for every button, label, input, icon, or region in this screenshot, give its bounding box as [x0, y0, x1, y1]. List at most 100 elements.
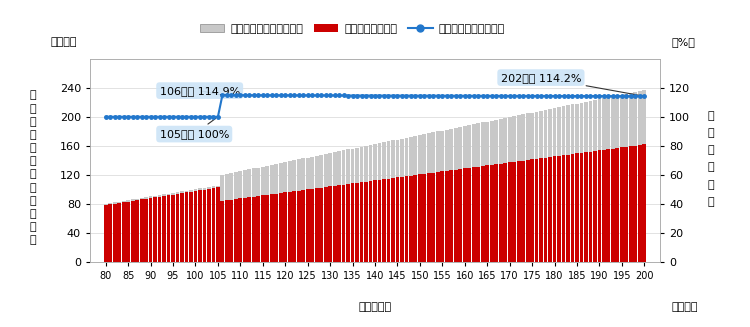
- Bar: [481, 166, 484, 262]
- Bar: [117, 201, 121, 203]
- Bar: [189, 192, 193, 262]
- Text: 負: 負: [708, 162, 715, 172]
- Bar: [634, 92, 638, 146]
- Bar: [202, 190, 206, 262]
- Bar: [292, 191, 296, 262]
- Bar: [130, 199, 134, 201]
- Bar: [575, 153, 579, 262]
- Text: 保: 保: [30, 209, 36, 219]
- Bar: [364, 181, 368, 262]
- Bar: [144, 199, 148, 262]
- Bar: [427, 133, 430, 173]
- Bar: [593, 100, 597, 151]
- Text: 険: 険: [30, 222, 36, 232]
- Bar: [225, 200, 229, 262]
- Bar: [472, 167, 476, 262]
- Bar: [445, 171, 448, 262]
- Bar: [238, 198, 242, 262]
- Bar: [436, 131, 439, 172]
- Bar: [310, 157, 314, 189]
- Bar: [234, 199, 238, 262]
- Bar: [112, 202, 116, 204]
- Bar: [252, 168, 256, 197]
- Bar: [368, 181, 373, 262]
- Bar: [184, 191, 188, 192]
- Bar: [162, 194, 166, 196]
- Bar: [431, 132, 435, 173]
- Bar: [297, 191, 301, 262]
- Bar: [261, 195, 265, 262]
- Bar: [440, 130, 444, 171]
- Bar: [598, 150, 602, 262]
- Bar: [112, 204, 116, 262]
- Bar: [386, 141, 390, 179]
- Text: り: り: [30, 117, 36, 127]
- Bar: [320, 155, 323, 188]
- Bar: [602, 98, 606, 150]
- Bar: [616, 148, 620, 262]
- Text: （万円）: （万円）: [50, 37, 76, 47]
- Text: 105万円 100%: 105万円 100%: [160, 118, 229, 139]
- Bar: [243, 198, 247, 262]
- Bar: [409, 176, 413, 262]
- Bar: [400, 177, 404, 262]
- Bar: [243, 170, 247, 198]
- Bar: [256, 167, 260, 196]
- Bar: [553, 108, 556, 156]
- Bar: [207, 187, 211, 189]
- Bar: [266, 166, 269, 195]
- Bar: [171, 195, 175, 262]
- Bar: [194, 189, 197, 191]
- Bar: [338, 185, 341, 262]
- Text: 税: 税: [30, 156, 36, 166]
- Text: （万円）: （万円）: [671, 302, 698, 312]
- Bar: [220, 175, 224, 201]
- Text: 会: 会: [30, 196, 36, 206]
- Text: ・: ・: [30, 169, 36, 180]
- Bar: [274, 164, 278, 194]
- Bar: [476, 166, 480, 262]
- Bar: [535, 159, 538, 262]
- Bar: [535, 112, 538, 159]
- Bar: [184, 192, 188, 262]
- Bar: [230, 199, 233, 262]
- Bar: [270, 165, 274, 194]
- Bar: [211, 186, 215, 188]
- Text: 額: 額: [30, 130, 36, 140]
- Bar: [593, 151, 597, 262]
- Bar: [508, 117, 512, 162]
- Bar: [566, 105, 570, 155]
- Bar: [288, 192, 292, 262]
- Text: 手: 手: [30, 90, 36, 100]
- Bar: [517, 115, 520, 161]
- Bar: [279, 193, 283, 262]
- Bar: [638, 91, 642, 145]
- Bar: [638, 145, 642, 262]
- Bar: [310, 189, 314, 262]
- Bar: [602, 150, 606, 262]
- Bar: [620, 95, 624, 147]
- Bar: [302, 159, 305, 190]
- Bar: [351, 183, 355, 262]
- Bar: [526, 160, 530, 262]
- Bar: [153, 198, 157, 262]
- Bar: [252, 197, 256, 262]
- Bar: [279, 163, 283, 193]
- Bar: [230, 173, 233, 199]
- Bar: [490, 121, 494, 165]
- Bar: [566, 155, 570, 262]
- Bar: [266, 195, 269, 262]
- Bar: [135, 198, 139, 200]
- Bar: [346, 149, 350, 184]
- Bar: [580, 153, 584, 262]
- Bar: [449, 129, 453, 170]
- Bar: [117, 203, 121, 262]
- Bar: [216, 187, 220, 262]
- Bar: [207, 189, 211, 262]
- Bar: [539, 111, 543, 158]
- Bar: [225, 174, 229, 200]
- Bar: [386, 179, 390, 262]
- Bar: [494, 164, 498, 262]
- Bar: [508, 162, 512, 262]
- Bar: [517, 161, 520, 262]
